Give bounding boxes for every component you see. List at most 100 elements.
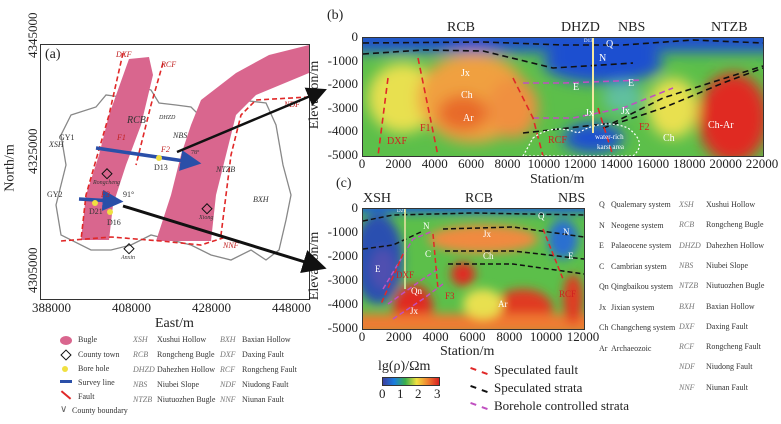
abbrev-name: Dahezhen Hollow: [157, 365, 215, 374]
resistivity-section-c: Q N N E E C Jx Ch DXF Qn Jx F3 Ar RCF D2…: [362, 208, 585, 330]
x-tick-label: 4000: [421, 156, 448, 171]
x-tick-label: 0: [358, 156, 366, 171]
x-tick-label: 4000: [422, 329, 449, 344]
borehole-strata-icon: [470, 401, 488, 411]
abbrev-code: NBS: [133, 380, 148, 389]
stratum-label: C: [425, 249, 432, 259]
abbrev-name: Rongcheng Fault: [706, 342, 761, 352]
y-tick-label: -1000: [327, 52, 358, 68]
section-label: DHZD: [561, 20, 600, 35]
borehole-label: D21: [397, 209, 406, 214]
strata-code: E: [599, 241, 604, 250]
stratum-label: Jx: [483, 229, 492, 239]
fault-line: [380, 253, 404, 305]
strata-code: Jx: [599, 302, 607, 312]
label-ntzb: NTZB: [216, 165, 236, 174]
map-xlabel: East/m: [155, 316, 194, 331]
colorbar-title: lg(ρ)/Ωm: [378, 359, 431, 374]
resistivity-section-b: Q N E E Jx Ch Ar Jx Jx Ch Ch-Ar DXF F1 R…: [362, 37, 764, 157]
x-tick-label: 16000: [636, 156, 670, 171]
map-xtick: 408000: [112, 300, 151, 315]
abbrev-code: RCF: [220, 365, 236, 374]
map-xtick: 448000: [272, 300, 311, 315]
bugle-icon: [60, 336, 72, 345]
abbrev-code: RCB: [133, 350, 149, 359]
section-c-drawing: [363, 209, 584, 329]
stratum-label: E: [628, 78, 635, 89]
speculated-strata-icon: [470, 384, 488, 394]
strata-code: C: [599, 261, 605, 271]
label-gy1: GY1: [59, 133, 75, 142]
abbrev-code: DXF: [679, 321, 695, 331]
x-tick-label: 14000: [600, 156, 633, 171]
section-b-ylabel: Elevation/m: [307, 60, 323, 130]
colorbar-tick: 0: [379, 386, 386, 401]
abbrev-name: Rongcheng Bugle: [157, 350, 215, 359]
borehole-label: D13: [584, 39, 593, 44]
abbrev-code: NDF: [220, 380, 236, 389]
abbrev-code: NBS: [679, 260, 694, 270]
stratum-label: Jx: [585, 108, 594, 119]
fault-line: [417, 57, 439, 156]
abbrev-name: Xushui Hollow: [706, 200, 756, 209]
borehole-d13: [156, 155, 162, 161]
label-f2: F2: [161, 145, 170, 154]
fault-icon: [60, 390, 72, 400]
borehole-strata-line: [523, 79, 644, 84]
abbrev-code: DXF: [220, 350, 236, 359]
legend-label: Bore hole: [78, 364, 110, 373]
fault-dxf: [80, 52, 124, 241]
legend-label: Survey line: [78, 378, 115, 387]
fault-label: F2: [639, 122, 650, 133]
label-d13: D13: [154, 163, 168, 172]
abbrev-code: XSH: [679, 200, 694, 209]
section-c-ylabel: Elevation/m: [307, 231, 323, 301]
stratum-label: Qn: [411, 286, 422, 296]
strata-name: Jixian system: [611, 302, 655, 312]
colorbar-tick: 2: [415, 386, 422, 401]
colorbar: [382, 377, 440, 386]
label-rcb: RCB: [127, 115, 146, 126]
abbrev-name: Niudong Fault: [706, 362, 753, 372]
map-panel: (a) DXF RCF RCB DHZD NBS NTZB XSH BXH ND…: [40, 44, 310, 300]
strata-line: [445, 250, 584, 260]
stratum-label: Ar: [498, 299, 508, 309]
strata-code: Ar: [599, 343, 608, 353]
x-tick-label: 10000: [529, 329, 563, 344]
abbrev-name: Xushui Hollow: [157, 335, 207, 344]
x-tick-label: 12000: [566, 329, 600, 344]
legend-label: Speculated strata: [494, 380, 583, 395]
stratum-label: Q: [606, 39, 614, 50]
abbrev-name: Baxian Hollow: [242, 335, 291, 344]
stratum-label: N: [563, 227, 570, 237]
strata-code: N: [599, 220, 605, 230]
stratum-label: N: [423, 221, 430, 231]
borehole-strata-line: [533, 87, 674, 119]
fault-label: F1: [420, 123, 431, 134]
x-tick-label: 2000: [385, 329, 412, 344]
abbrev-name: Daxing Fault: [706, 321, 748, 331]
x-tick-label: 12000: [563, 156, 597, 171]
stratum-label: Ch-Ar: [708, 120, 734, 131]
abbrev-code: NTZB: [679, 281, 699, 291]
label-d16: D16: [107, 218, 121, 227]
label-rongcheng: Rongcheng: [93, 180, 120, 186]
stratum-label: Jx: [621, 106, 630, 117]
label-ndf: NDF: [284, 100, 300, 109]
water-rich-karst-outline: [522, 123, 640, 156]
fault-line: [542, 228, 564, 280]
y-tick-label: -4000: [327, 296, 358, 311]
strata-name: Changcheng system: [611, 323, 676, 332]
x-tick-label: 8000: [496, 329, 523, 344]
colorbar-tick: 3: [434, 386, 441, 401]
line-legend: Speculated fault Speculated strata Boreh…: [468, 362, 629, 422]
strata-line: [363, 212, 584, 222]
strata-line: [363, 49, 634, 69]
borehole-d16: [107, 209, 113, 215]
fault-label: DXF: [396, 270, 415, 280]
fault-line: [377, 77, 389, 156]
fault-label: RCF: [559, 289, 577, 299]
section-label: NBS: [558, 191, 586, 206]
x-tick-label: 0: [358, 329, 366, 344]
annotation: water-rich: [595, 133, 624, 141]
